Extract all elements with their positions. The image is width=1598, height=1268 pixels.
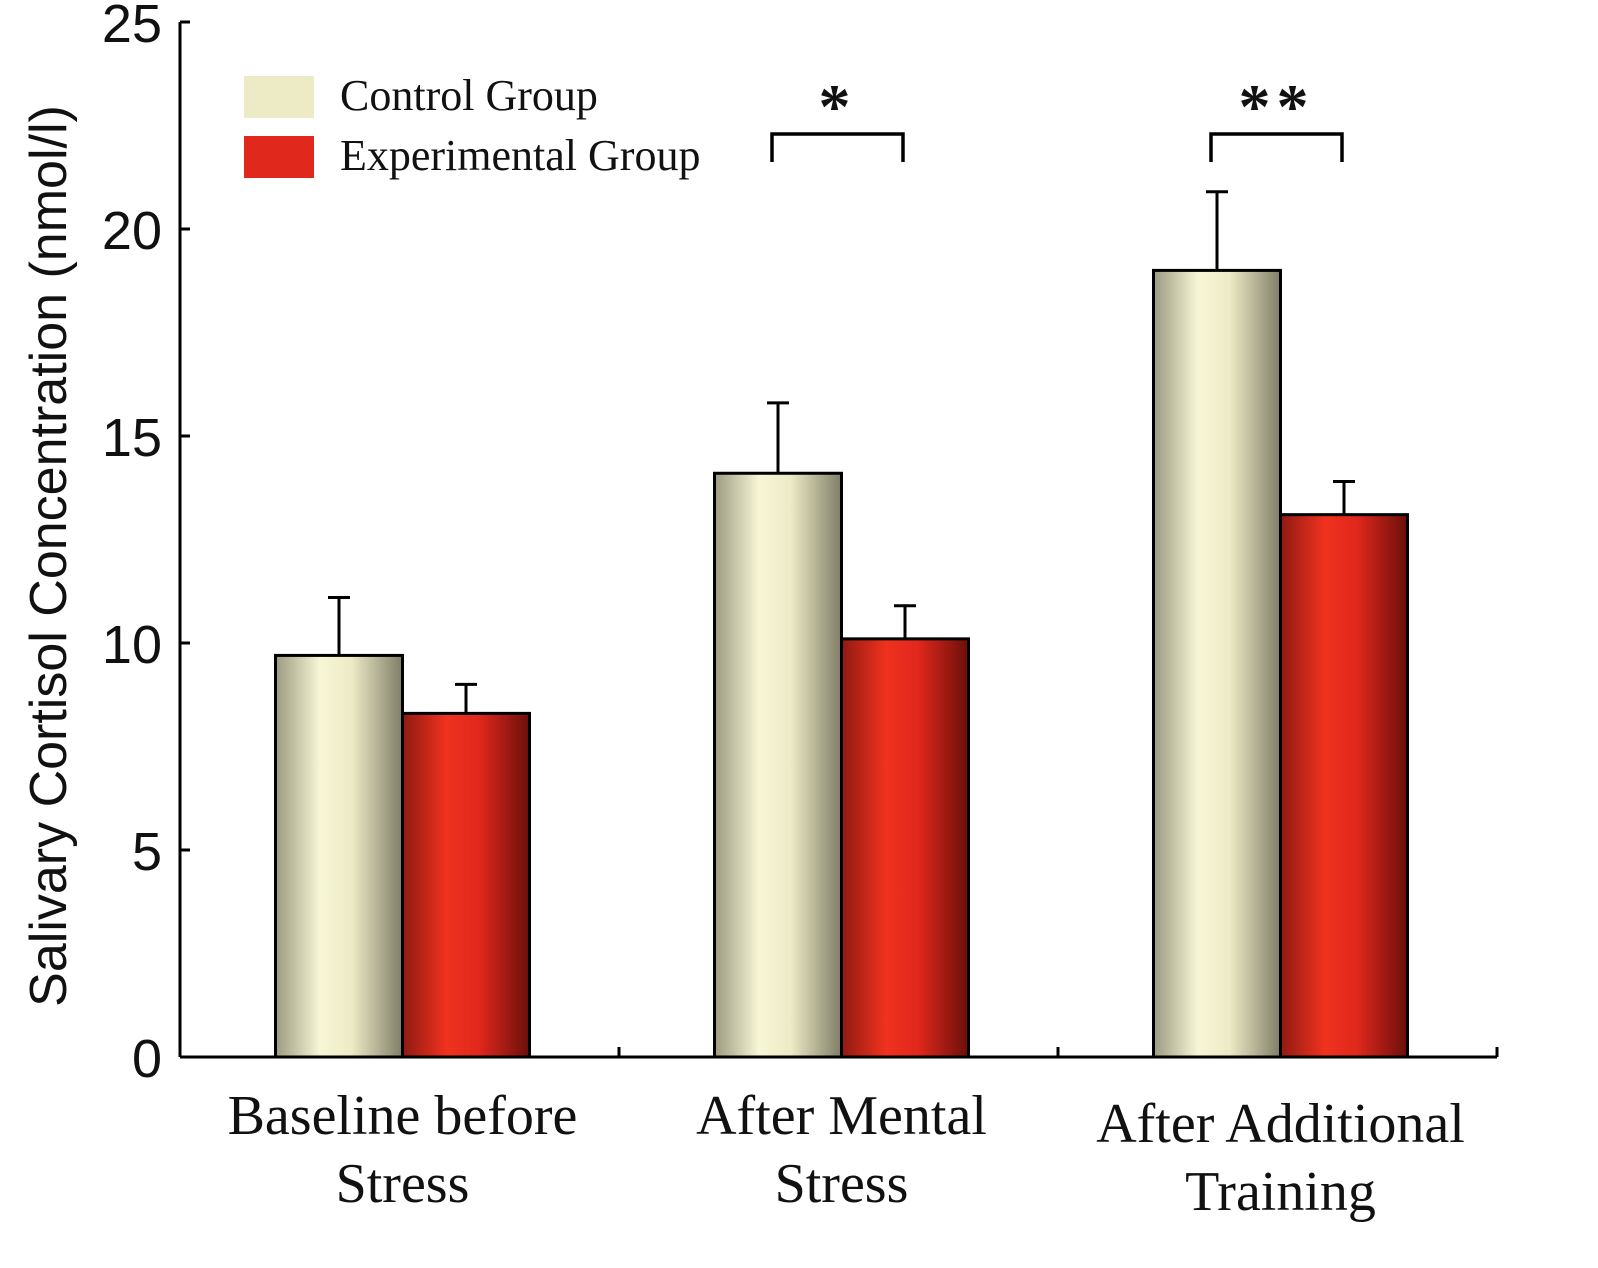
bar-control <box>274 653 404 1059</box>
significance-bracket <box>770 132 905 162</box>
x-tick-label: After Mental <box>696 1085 987 1147</box>
significance-bracket <box>1209 132 1344 162</box>
bar-experimental <box>840 637 970 1059</box>
legend-label-control: Control Group <box>340 71 598 120</box>
bar-experimental <box>1279 513 1409 1059</box>
legend-swatch-experimental <box>244 136 314 178</box>
bar-control <box>1152 268 1282 1059</box>
y-tick-label: 0 <box>132 1029 162 1089</box>
x-tick-label: Stress <box>775 1153 909 1215</box>
x-tick-label: Training <box>1185 1161 1376 1223</box>
bar-control <box>713 471 843 1059</box>
legend-label-experimental: Experimental Group <box>340 131 700 180</box>
x-tick-label: Stress <box>336 1153 470 1215</box>
significance-marker: * <box>819 71 857 142</box>
y-tick-label: 20 <box>102 201 162 261</box>
bar-experimental <box>401 711 531 1059</box>
y-tick-label: 5 <box>132 822 162 882</box>
y-tick-label: 10 <box>102 615 162 675</box>
x-tick-label: After Additional <box>1096 1093 1465 1155</box>
x-tick-label: Baseline before <box>228 1085 578 1147</box>
significance-marker: ** <box>1239 71 1315 142</box>
y-tick-label: 25 <box>102 0 162 54</box>
legend-swatch-control <box>244 76 314 118</box>
y-tick-label: 15 <box>102 408 162 468</box>
y-axis-label: Salivary Cortisol Concentration (nmol/l) <box>20 105 78 1007</box>
